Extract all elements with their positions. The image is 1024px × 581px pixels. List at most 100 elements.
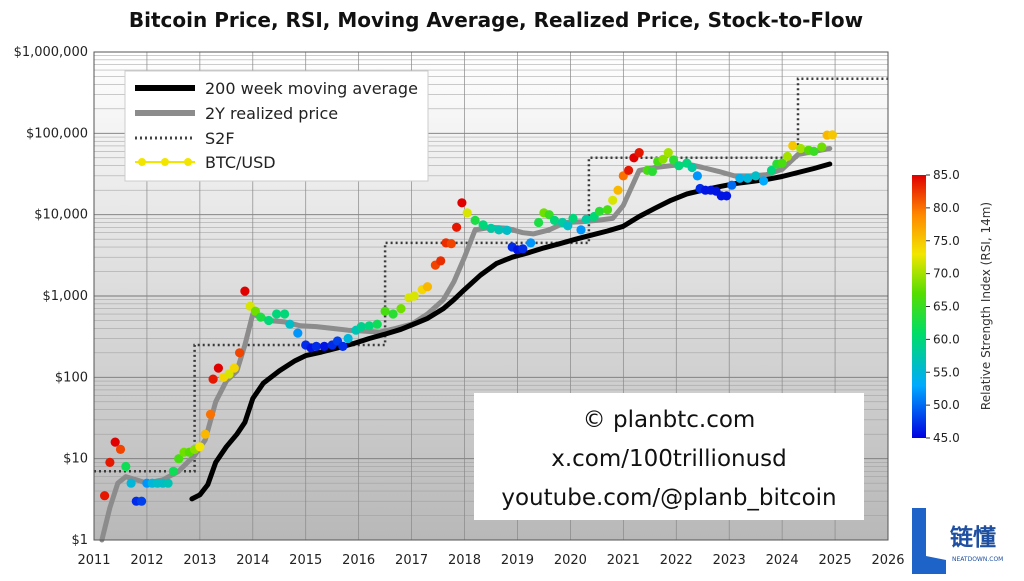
btc-usd-point — [624, 165, 634, 175]
btc-usd-point — [311, 341, 321, 351]
rsi-colorbar-tick-label: 70.0 — [933, 267, 960, 281]
btc-usd-point — [692, 171, 703, 181]
rsi-colorbar-tick-label: 55.0 — [933, 365, 960, 379]
btc-usd-point — [446, 239, 456, 249]
x-tick-label: 2015 — [289, 553, 322, 568]
rsi-colorbar-tick-label: 50.0 — [933, 398, 960, 412]
x-axis-ticks: 2011 2012 2013 2014 2015 2016 2017 2018 2019 2020… — [77, 553, 904, 568]
logo-subtext: NEATDOWN.COM — [952, 556, 1003, 563]
btc-usd-points — [100, 130, 838, 506]
y-tick-label: $1,000 — [43, 289, 89, 304]
btc-usd-point — [409, 291, 419, 301]
btc-usd-point — [470, 215, 480, 225]
btc-usd-point — [224, 369, 234, 379]
y-axis-ticks: $1 $10 $100 $1,000 $10,000 $100,000 $1,000,000 — [14, 45, 88, 548]
btc-usd-point — [613, 185, 623, 195]
btc-usd-point — [766, 165, 777, 175]
btc-usd-point — [174, 454, 184, 464]
legend-label-ma: 200 week moving average — [205, 79, 418, 98]
btc-usd-point — [364, 321, 374, 331]
btc-usd-point — [115, 444, 126, 454]
y-tick-label: $100,000 — [26, 126, 88, 141]
y-tick-label: $100 — [55, 370, 88, 385]
legend-label-s2f: S2F — [205, 129, 235, 148]
watermark-line-3: youtube.com/@planb_bitcoin — [501, 485, 836, 511]
btc-usd-point — [195, 442, 205, 452]
neatdown-logo: 链懂 NEATDOWN.COM — [912, 508, 1003, 574]
btc-usd-point — [788, 141, 798, 151]
btc-usd-point — [422, 282, 433, 292]
s2f-line — [94, 77, 888, 473]
btc-usd-point — [380, 306, 390, 316]
btc-usd-point — [319, 341, 329, 351]
y-tick-label: $10 — [63, 452, 88, 467]
btc-usd-point — [240, 286, 250, 296]
x-tick-label: 2017 — [395, 553, 428, 568]
btc-usd-point — [285, 319, 295, 329]
btc-usd-point — [817, 142, 827, 152]
x-tick-label: 2020 — [554, 553, 587, 568]
x-tick-label: 2025 — [819, 553, 852, 568]
btc-usd-point — [486, 223, 496, 233]
btc-usd-point — [608, 195, 618, 205]
btc-usd-point — [126, 478, 136, 488]
btc-usd-point — [743, 173, 753, 183]
btc-usd-point — [396, 304, 406, 314]
btc-usd-point — [568, 213, 578, 223]
btc-usd-point — [478, 220, 488, 230]
btc-usd-point — [518, 244, 528, 254]
btc-usd-point — [809, 146, 819, 156]
btc-usd-point — [735, 173, 745, 183]
btc-usd-point — [110, 437, 120, 447]
rsi-colorbar: 85.0 80.0 75.0 70.0 65.0 60.0 55.0 50.0 45.0 Rel… — [912, 168, 993, 445]
btc-usd-point — [205, 409, 216, 419]
btc-usd-point — [576, 225, 586, 235]
rsi-colorbar-label: Relative Strength Index (RSI, 14m) — [979, 202, 993, 410]
x-tick-label: 2018 — [448, 553, 481, 568]
btc-usd-point — [457, 198, 467, 208]
x-tick-label: 2013 — [183, 553, 216, 568]
btc-usd-point — [436, 256, 446, 266]
x-tick-label: 2019 — [501, 553, 534, 568]
btc-usd-point — [208, 374, 218, 384]
btc-usd-point — [526, 238, 536, 248]
btc-usd-point — [105, 457, 115, 467]
btc-usd-point — [796, 143, 806, 154]
x-tick-label: 2024 — [766, 553, 799, 568]
legend[interactable]: 200 week moving average 2Y realized pric… — [124, 70, 429, 182]
legend-swatch-btc-dot — [161, 158, 169, 166]
plot-frame — [93, 51, 889, 541]
btc-usd-point — [502, 225, 512, 235]
btc-usd-point — [658, 154, 668, 164]
btc-usd-point — [727, 180, 737, 190]
x-tick-label: 2016 — [342, 553, 375, 568]
btc-usd-point — [272, 309, 282, 319]
btc-usd-point — [163, 478, 173, 488]
rsi-colorbar-tick-label: 60.0 — [933, 332, 960, 346]
btc-usd-point — [388, 309, 398, 319]
btc-usd-point — [213, 363, 223, 373]
logo-text: 链懂 — [950, 524, 996, 551]
btc-usd-point — [602, 205, 613, 215]
legend-label-realized: 2Y realized price — [205, 104, 338, 123]
chart-title: Bitcoin Price, RSI, Moving Average, Real… — [129, 8, 863, 32]
watermark-box: © planbtc.com x.com/100trillionusd youtu… — [474, 393, 864, 520]
btc-usd-point — [647, 166, 658, 176]
btc-usd-point — [751, 171, 761, 181]
btc-usd-point — [827, 130, 838, 140]
btc-usd-point — [462, 208, 472, 218]
btc-usd-point — [100, 491, 110, 501]
logo-mark — [912, 508, 946, 574]
legend-label-btc: BTC/USD — [205, 153, 276, 172]
btc-usd-point — [168, 466, 178, 476]
rsi-colorbar-tick-label: 75.0 — [933, 234, 960, 248]
btc-usd-point — [452, 222, 462, 232]
x-tick-label: 2021 — [607, 553, 640, 568]
btc-usd-point — [250, 306, 260, 316]
btc-usd-point — [663, 148, 673, 158]
btc-usd-point — [356, 322, 366, 332]
rsi-colorbar-ticks: 85.0 80.0 75.0 70.0 65.0 60.0 55.0 50.0 45.0 — [926, 168, 960, 445]
btc-usd-point — [722, 191, 732, 201]
